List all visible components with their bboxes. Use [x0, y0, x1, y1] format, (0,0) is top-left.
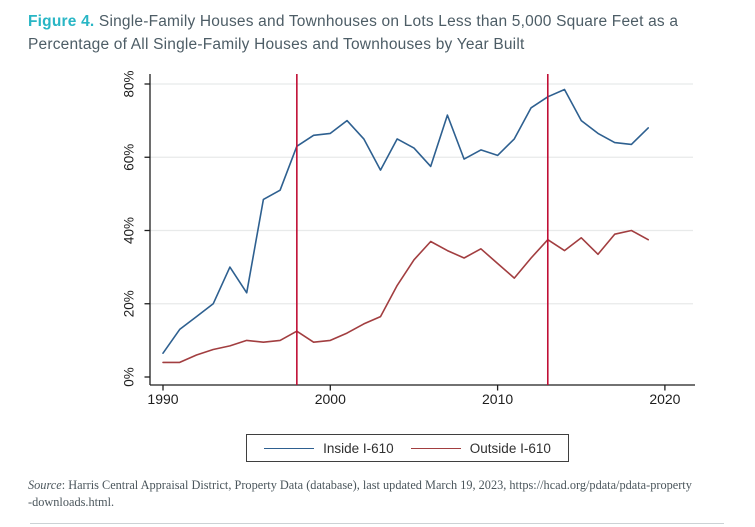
series-line-outside-i610 — [162, 229, 650, 364]
source-text-line2: -downloads.html. — [28, 495, 115, 509]
chart-legend: Inside I-610 Outside I-610 — [246, 434, 569, 462]
x-tick-label: 2010 — [482, 391, 513, 407]
source-text-line1: : Harris Central Appraisal District, Pro… — [61, 478, 692, 492]
y-tick-label: 0% — [122, 367, 137, 387]
bottom-divider — [30, 523, 724, 524]
y-tick-label: 80% — [122, 70, 137, 97]
figure-number-label: Figure 4. — [28, 13, 95, 30]
figure-title-line2: Percentage of All Single-Family Houses a… — [28, 36, 525, 53]
legend-item-inside: Inside I-610 — [264, 441, 394, 456]
x-tick-label: 2000 — [315, 391, 346, 407]
legend-label-inside: Inside I-610 — [323, 440, 394, 456]
y-tick-label: 20% — [122, 290, 137, 317]
y-tick-label: 60% — [122, 144, 137, 171]
source-note: Source: Harris Central Appraisal Distric… — [28, 477, 738, 511]
y-tick-label: 40% — [122, 217, 137, 244]
legend-label-outside: Outside I-610 — [469, 440, 551, 456]
outside-line-swatch — [410, 447, 461, 449]
line-chart: 0% 20% 40% 60% 80% 1990 2000 2010 2020 — [122, 70, 695, 407]
figure-title: Figure 4. Single-Family Houses and Townh… — [28, 10, 733, 56]
x-tick-label: 2020 — [649, 391, 680, 407]
x-tick-label: 1990 — [147, 391, 178, 407]
series-line-inside-i610 — [162, 88, 650, 355]
inside-line-swatch — [264, 447, 315, 449]
source-prefix: Source — [28, 478, 62, 492]
legend-item-outside: Outside I-610 — [410, 440, 551, 456]
figure-title-line1: Single-Family Houses and Townhouses on L… — [98, 13, 679, 30]
